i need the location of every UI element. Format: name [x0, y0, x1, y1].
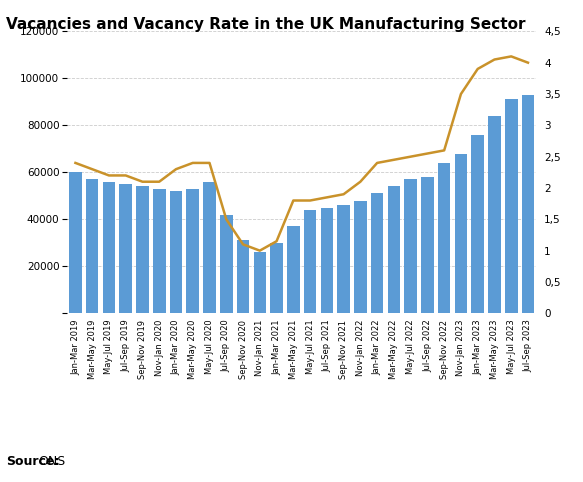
Bar: [237, 241, 250, 313]
Bar: [254, 252, 266, 313]
Bar: [153, 189, 166, 313]
Bar: [187, 189, 199, 313]
Bar: [421, 177, 434, 313]
Bar: [103, 182, 115, 313]
Text: ONS: ONS: [38, 455, 65, 468]
Bar: [170, 191, 182, 313]
Bar: [354, 201, 367, 313]
Bar: [338, 205, 350, 313]
Bar: [203, 182, 216, 313]
Text: Source:: Source:: [6, 455, 59, 468]
Bar: [304, 210, 317, 313]
Bar: [455, 153, 467, 313]
Bar: [388, 187, 400, 313]
Bar: [86, 179, 99, 313]
Bar: [522, 95, 534, 313]
Text: Vacancies and Vacancy Rate in the UK Manufacturing Sector: Vacancies and Vacancy Rate in the UK Man…: [6, 17, 525, 32]
Bar: [220, 214, 233, 313]
Bar: [405, 179, 417, 313]
Bar: [271, 243, 283, 313]
Bar: [120, 184, 132, 313]
Bar: [321, 208, 333, 313]
Bar: [488, 116, 501, 313]
Bar: [505, 99, 518, 313]
Bar: [472, 134, 484, 313]
Bar: [69, 173, 82, 313]
Bar: [136, 187, 149, 313]
Bar: [287, 227, 300, 313]
Bar: [371, 193, 384, 313]
Bar: [438, 163, 451, 313]
